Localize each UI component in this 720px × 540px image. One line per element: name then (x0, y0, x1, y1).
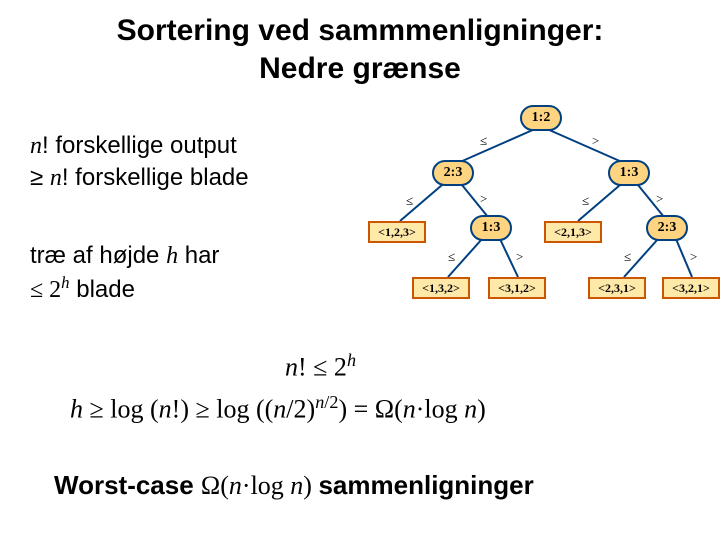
tree-node: 1:3 (608, 160, 650, 186)
tree-leaf: <3,2,1> (662, 277, 720, 299)
edge-label: > (690, 249, 697, 265)
edge-label: ≤ (624, 249, 631, 265)
conclusion-worst-case: Worst-case Ω(n·log n) sammenligninger (54, 470, 534, 501)
bullet-outputs: n! forskellige output ≥ n! forskellige b… (30, 130, 249, 195)
edge-label: > (480, 191, 487, 207)
title-line2: Nedre grænse (259, 52, 461, 85)
formula-h-lower-bound: h ≥ log (n!) ≥ log ((n/2)n/2) = Ω(n·log … (70, 392, 486, 425)
var-n: n (30, 133, 42, 159)
tree-leaf: <2,1,3> (544, 221, 602, 243)
tree-leaf: <1,2,3> (368, 221, 426, 243)
tree-leaf: <1,3,2> (412, 277, 470, 299)
tree-leaf: <2,3,1> (588, 277, 646, 299)
edge-label: ≤ (480, 133, 487, 149)
tree-node: 1:3 (470, 215, 512, 241)
edge-label: > (516, 249, 523, 265)
edge-label: > (656, 191, 663, 207)
formula-nfact-leq-2h: n! ≤ 2h (285, 350, 356, 383)
var-h: h (166, 243, 178, 269)
tree-node: 2:3 (646, 215, 688, 241)
tree-node: 1:2 (520, 105, 562, 131)
page-title: Sortering ved sammmenligninger: Nedre gr… (0, 0, 720, 87)
tree-node: 2:3 (432, 160, 474, 186)
tree-leaf: <3,1,2> (488, 277, 546, 299)
edge-label: ≤ (582, 193, 589, 209)
bullet-tree-height: træ af højde h har ≤ 2h blade (30, 240, 219, 307)
var-n: n (50, 165, 62, 191)
edge-label: > (592, 133, 599, 149)
decision-tree-diagram: ≤ > ≤ > ≤ > ≤ > ≤ >1:2 2:3 1:3 1:3 2:3 <1,2,3> <1,3,2> <… (370, 105, 710, 305)
title-line1: Sortering ved sammmenligninger: (117, 14, 604, 47)
edge-label: ≤ (406, 193, 413, 209)
edge-label: ≤ (448, 249, 455, 265)
